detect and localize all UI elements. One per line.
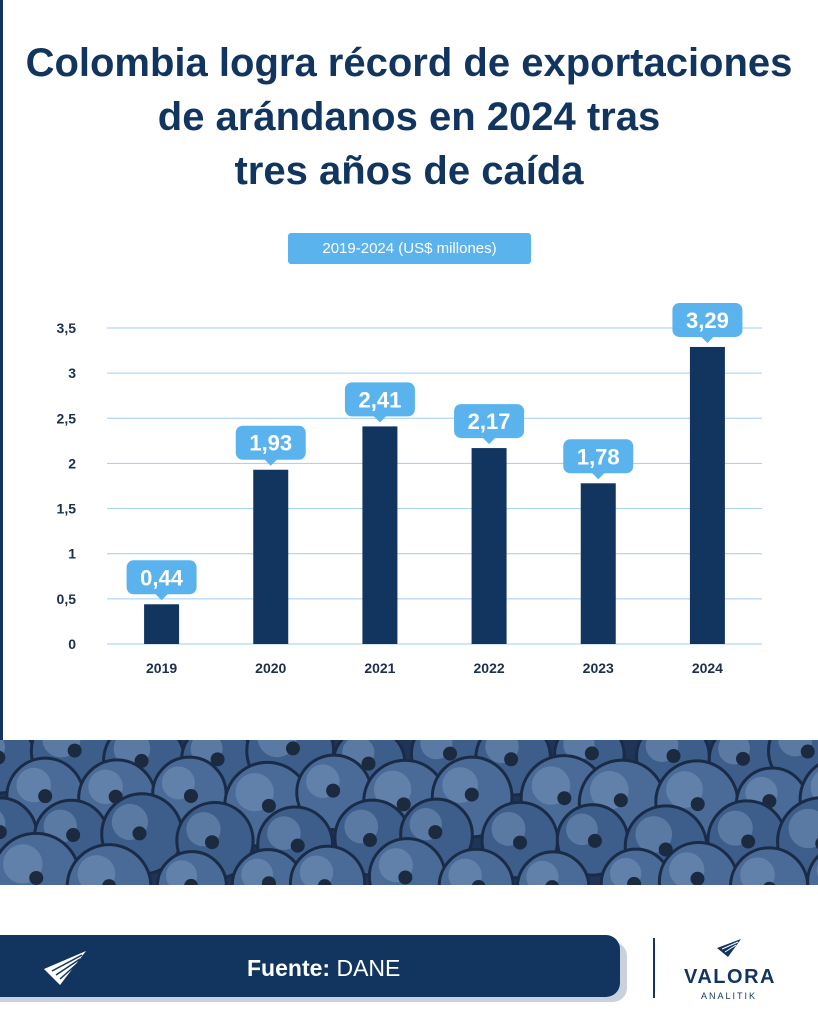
bar-chart: 0 0,5 1 1,5 2 2,5 3 3,5 0,44 2019 1,93 2020 2,41 2021… bbox=[57, 302, 762, 676]
source-value: DANE bbox=[336, 955, 401, 981]
bar bbox=[471, 448, 507, 644]
data-label-pill bbox=[454, 404, 525, 439]
data-label: 2,41 bbox=[359, 387, 402, 412]
x-tick-label: 2022 bbox=[474, 660, 505, 676]
data-label-pill bbox=[235, 425, 306, 460]
bar bbox=[580, 483, 616, 644]
footer-divider bbox=[653, 938, 655, 998]
x-tick-label: 2023 bbox=[583, 660, 614, 676]
x-tick-label: 2020 bbox=[255, 660, 286, 676]
data-label-pointer bbox=[591, 472, 606, 480]
valora-analitik-logo-icon bbox=[717, 939, 741, 957]
x-tick-label: 2021 bbox=[364, 660, 395, 676]
data-label: 0,44 bbox=[140, 565, 184, 590]
bar bbox=[362, 426, 398, 644]
data-label-pointer bbox=[263, 458, 278, 466]
y-tick-label: 0,5 bbox=[57, 591, 77, 607]
data-label-pill bbox=[563, 439, 634, 474]
x-tick-label: 2019 bbox=[146, 660, 177, 676]
bar bbox=[689, 346, 725, 644]
data-label-pointer bbox=[700, 335, 715, 343]
brand-subtitle: ANALITIK bbox=[700, 991, 757, 1001]
data-label: 3,29 bbox=[686, 308, 729, 333]
brand-name: VALORA bbox=[684, 966, 776, 988]
chart-title: Colombia logra récord de exportaciones d… bbox=[25, 41, 793, 193]
chart-subtitle: 2019-2024 (US$ millones) bbox=[288, 233, 531, 264]
y-tick-label: 3 bbox=[68, 365, 76, 381]
data-label-pointer bbox=[372, 415, 387, 423]
blueberries-photo bbox=[0, 740, 818, 885]
data-label-pointer bbox=[482, 437, 497, 445]
data-label-pill bbox=[344, 382, 415, 417]
footer-bar bbox=[0, 935, 620, 997]
data-label: 2,17 bbox=[468, 409, 511, 434]
data-label: 1,78 bbox=[577, 444, 620, 469]
data-label-pill bbox=[672, 302, 743, 337]
bar bbox=[144, 604, 180, 644]
x-tick-label: 2024 bbox=[692, 660, 723, 676]
y-tick-label: 0 bbox=[68, 636, 76, 652]
data-label-pointer bbox=[154, 593, 169, 601]
left-edge-stripe bbox=[0, 0, 3, 740]
data-label: 1,93 bbox=[249, 431, 292, 456]
y-tick-label: 1 bbox=[68, 546, 76, 562]
y-tick-label: 2 bbox=[68, 455, 76, 471]
source-label: Fuente: bbox=[247, 955, 331, 981]
y-tick-label: 1,5 bbox=[57, 501, 77, 517]
source-note: Fuente: DANE bbox=[247, 953, 400, 983]
bar bbox=[253, 469, 289, 644]
y-tick-label: 2,5 bbox=[57, 410, 77, 426]
y-tick-label: 3,5 bbox=[57, 320, 77, 336]
paper-plane-logo-icon bbox=[44, 951, 86, 985]
data-label-pill bbox=[126, 560, 197, 595]
